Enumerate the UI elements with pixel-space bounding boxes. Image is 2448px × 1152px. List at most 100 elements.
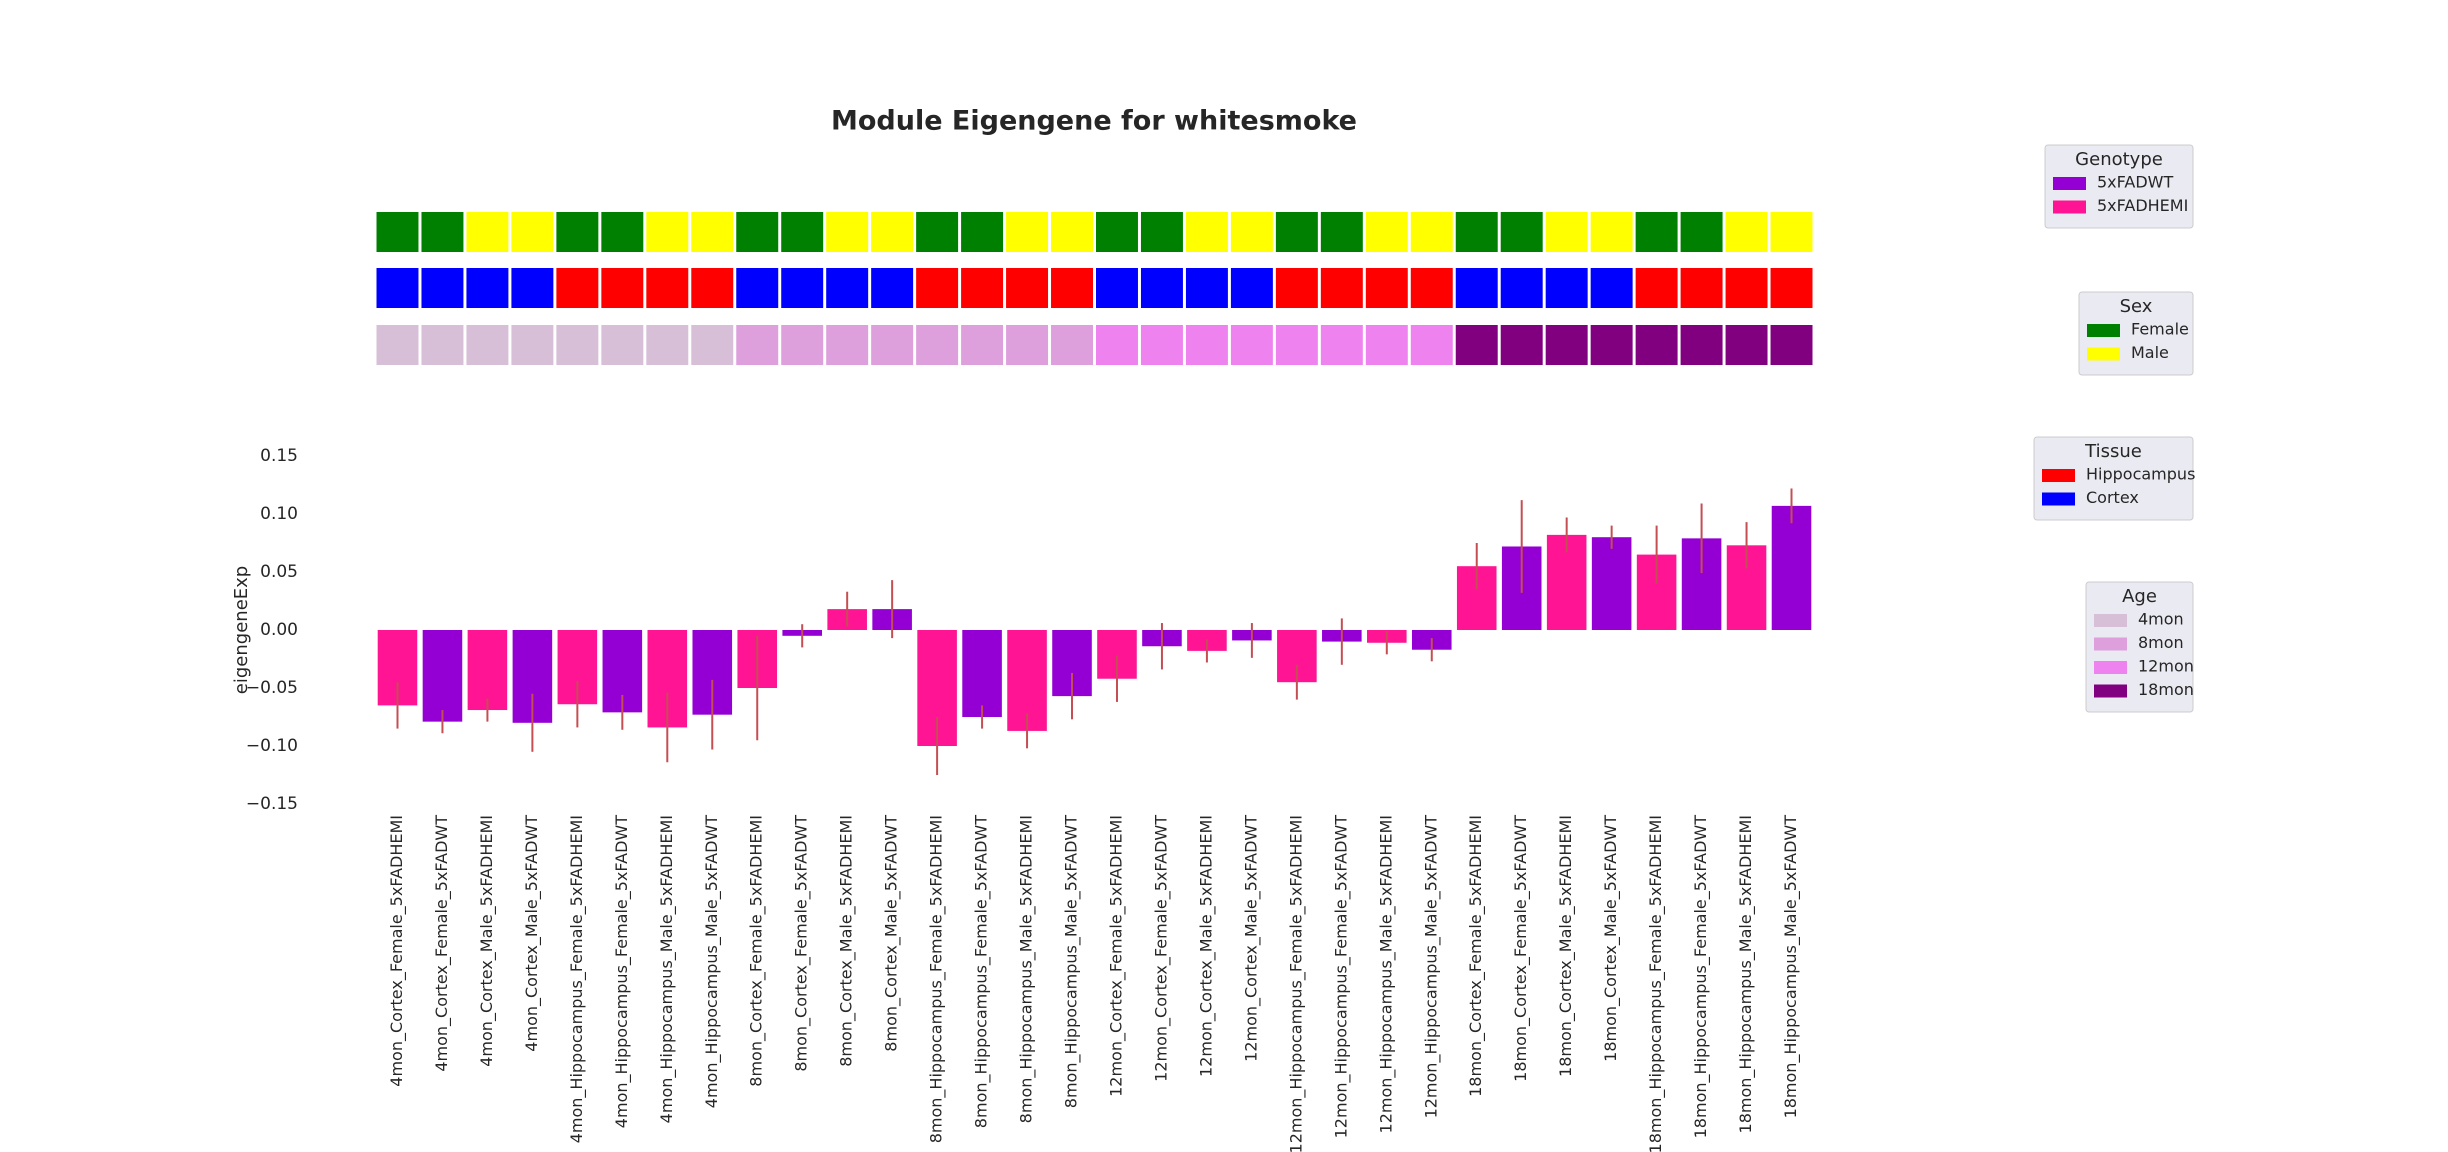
annotation-cell — [961, 325, 1004, 365]
annotation-cell — [916, 268, 959, 308]
legend-swatch — [2053, 200, 2086, 214]
annotation-cell — [1500, 268, 1543, 308]
legend-swatch — [2042, 469, 2075, 482]
x-tick-label: 18mon_Hippocampus_Female_5xFADWT — [1691, 815, 1711, 1139]
x-tick-label: 4mon_Cortex_Female_5xFADWT — [432, 815, 452, 1072]
annotation-cell — [1410, 268, 1453, 308]
x-tick-label: 18mon_Hippocampus_Male_5xFADHEMI — [1736, 815, 1756, 1133]
legend-swatch — [2094, 684, 2127, 698]
bar — [1591, 537, 1632, 630]
x-tick-label: 18mon_Cortex_Male_5xFADWT — [1601, 815, 1621, 1062]
annotation-cell — [871, 325, 914, 365]
annotation-cell — [1455, 325, 1498, 365]
annotation-cell — [781, 268, 824, 308]
annotation-cell — [1051, 212, 1093, 252]
annotation-cell — [1680, 325, 1723, 365]
annotation-cell — [1770, 268, 1813, 308]
annotation-cell — [466, 212, 509, 252]
legend-swatch — [2094, 637, 2127, 651]
x-tick-label: 12mon_Hippocampus_Female_5xFADHEMI — [1286, 815, 1306, 1152]
annotation-cell — [1051, 268, 1093, 308]
x-tick-label: 4mon_Hippocampus_Female_5xFADWT — [612, 815, 632, 1128]
annotation-cell — [1590, 212, 1633, 252]
annotation-cell — [1185, 268, 1228, 308]
annotation-cell — [1410, 212, 1453, 252]
legend-title: Genotype — [2075, 149, 2163, 170]
annotation-cell — [1545, 212, 1588, 252]
annotation-cell — [1590, 325, 1633, 365]
annotation-cell — [1455, 212, 1498, 252]
bar — [467, 630, 508, 711]
legend-title: Sex — [2120, 296, 2153, 317]
annotation-cell — [421, 212, 464, 252]
x-tick-label: 12mon_Cortex_Female_5xFADHEMI — [1106, 815, 1126, 1097]
annotation-cell — [646, 325, 689, 365]
y-tick-label: 0.10 — [260, 504, 298, 524]
annotation-cell — [1770, 212, 1813, 252]
annotation-cell — [1275, 268, 1318, 308]
annotation-cell — [1275, 212, 1318, 252]
x-tick-label: 12mon_Cortex_Male_5xFADWT — [1241, 815, 1261, 1062]
annotation-cell — [1500, 325, 1543, 365]
annotation-cell — [646, 212, 689, 252]
annotation-cell — [1455, 268, 1498, 308]
legend-label: Female — [2131, 320, 2189, 339]
x-tick-label: 18mon_Hippocampus_Female_5xFADHEMI — [1646, 815, 1666, 1152]
annotation-cell — [1096, 325, 1138, 365]
legend-swatch — [2053, 177, 2086, 190]
annotation-cell — [511, 212, 554, 252]
annotation-cell — [1006, 212, 1049, 252]
annotation-cell — [1545, 325, 1588, 365]
legend-swatch — [2094, 661, 2127, 674]
annotation-cell — [916, 325, 959, 365]
x-tick-label: 4mon_Hippocampus_Female_5xFADHEMI — [567, 815, 587, 1143]
y-tick-label: 0.05 — [260, 562, 298, 582]
legend-swatch — [2087, 324, 2120, 337]
annotation-cell — [1635, 268, 1678, 308]
annotation-cell — [871, 212, 914, 252]
legend-swatch — [2087, 347, 2120, 361]
x-tick-label: 8mon_Hippocampus_Female_5xFADWT — [972, 815, 992, 1128]
bar — [422, 630, 463, 722]
annotation-cell — [376, 212, 419, 252]
x-tick-label: 18mon_Hippocampus_Male_5xFADWT — [1781, 815, 1801, 1119]
x-tick-label: 8mon_Hippocampus_Male_5xFADHEMI — [1017, 815, 1037, 1123]
annotation-cell — [556, 268, 599, 308]
legend-title: Tissue — [2084, 441, 2142, 462]
x-tick-label: 12mon_Cortex_Male_5xFADHEMI — [1196, 815, 1216, 1077]
legend-label: Cortex — [2086, 488, 2139, 507]
bar — [962, 630, 1002, 717]
annotation-cell — [1725, 212, 1768, 252]
annotation-cell — [1320, 268, 1363, 308]
annotation-cell — [1051, 325, 1093, 365]
annotation-cell — [691, 268, 734, 308]
annotation-cell — [736, 268, 779, 308]
chart-title: Module Eigengene for whitesmoke — [831, 106, 1357, 137]
annotation-cell — [1680, 268, 1723, 308]
x-tick-label: 12mon_Hippocampus_Male_5xFADHEMI — [1376, 815, 1396, 1133]
legend-label: 8mon — [2138, 633, 2184, 652]
x-tick-label: 18mon_Cortex_Female_5xFADHEMI — [1466, 815, 1486, 1097]
legend-label: 12mon — [2138, 657, 2194, 676]
annotation-cell — [736, 325, 779, 365]
annotation-cell — [781, 325, 824, 365]
annotation-cell — [1545, 268, 1588, 308]
x-tick-label: 8mon_Hippocampus_Female_5xFADHEMI — [927, 815, 947, 1143]
annotation-cell — [421, 268, 464, 308]
annotation-cell — [1680, 212, 1723, 252]
annotation-cell — [1410, 325, 1453, 365]
x-tick-label: 4mon_Cortex_Male_5xFADHEMI — [477, 815, 497, 1067]
annotation-cell — [646, 268, 689, 308]
annotation-cell — [961, 268, 1004, 308]
legend-label: 18mon — [2138, 680, 2194, 699]
annotation-cell — [1320, 325, 1363, 365]
annotation-cell — [1096, 268, 1138, 308]
annotation-cell — [1725, 268, 1768, 308]
annotation-cell — [466, 268, 509, 308]
annotation-cell — [1230, 268, 1273, 308]
legend-label: Hippocampus — [2086, 465, 2195, 484]
x-tick-label: 4mon_Hippocampus_Male_5xFADWT — [702, 815, 722, 1108]
annotation-cell — [1320, 212, 1363, 252]
annotation-cell — [1185, 325, 1228, 365]
